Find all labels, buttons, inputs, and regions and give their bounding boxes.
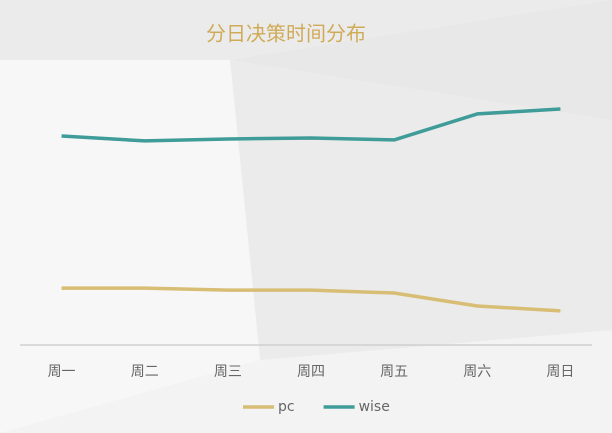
- x-tick-label: 周二: [131, 364, 159, 380]
- x-tick-label: 周三: [214, 364, 242, 380]
- x-tick-label: 周一: [48, 364, 76, 380]
- x-tick-label: 周日: [546, 364, 574, 380]
- data-line: [61, 286, 561, 313]
- x-tick-label: 周六: [463, 364, 491, 380]
- background-shape: [0, 60, 260, 433]
- data-line: [61, 107, 561, 143]
- chart-title: 分日决策时间分布: [206, 22, 366, 46]
- legend-label: wise: [359, 399, 390, 415]
- x-tick-label: 周四: [297, 364, 325, 380]
- legend-label: pc: [278, 399, 295, 415]
- x-tick-label: 周五: [380, 364, 408, 380]
- background-shape: [230, 0, 612, 360]
